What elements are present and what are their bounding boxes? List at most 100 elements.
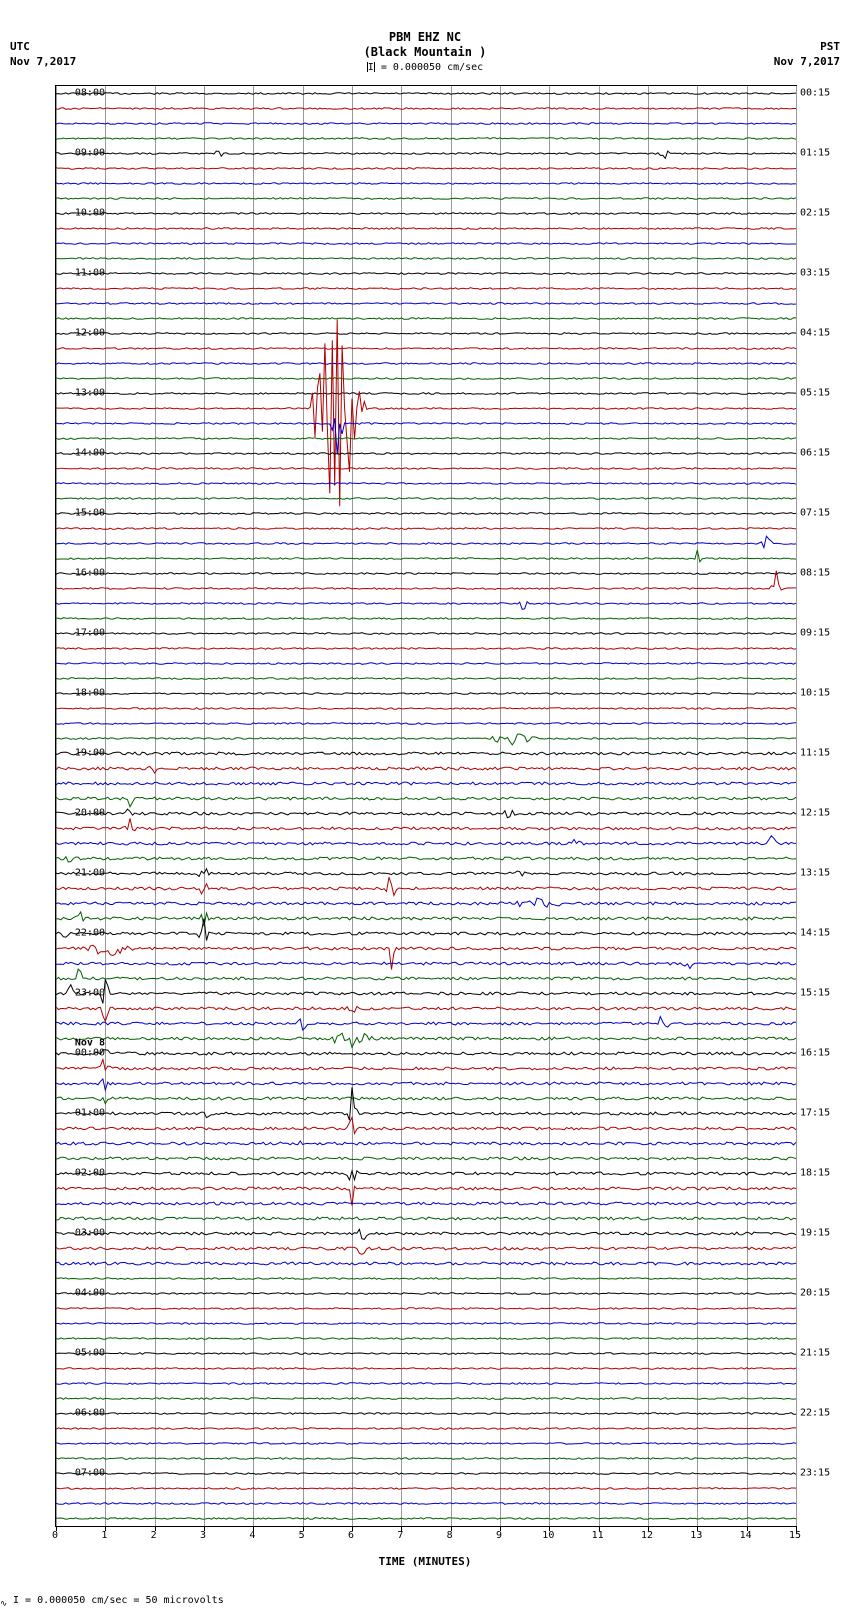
seismic-trace [56, 498, 796, 500]
seismic-trace [56, 1097, 796, 1104]
seismic-trace [56, 1473, 796, 1475]
seismic-trace [56, 453, 796, 455]
utc-time-label: 21:00 [75, 867, 105, 878]
pst-time-label: 16:15 [800, 1047, 830, 1058]
x-tick-label: 14 [740, 1530, 752, 1541]
pst-time-label: 10:15 [800, 687, 830, 698]
seismic-trace [56, 258, 796, 260]
utc-time-label: 11:00 [75, 267, 105, 278]
utc-time-label: 10:00 [75, 207, 105, 218]
pst-time-label: 08:15 [800, 567, 830, 578]
seismic-trace [56, 393, 796, 395]
utc-time-label: 19:00 [75, 747, 105, 758]
utc-time-label: 08:00 [75, 87, 105, 98]
utc-time-label: 05:00 [75, 1347, 105, 1358]
seismic-trace [56, 1007, 796, 1022]
seismic-trace [56, 918, 796, 940]
pst-time-label: 00:15 [800, 87, 830, 98]
station-code: PBM EHZ NC [0, 30, 850, 44]
utc-time-label: 00:00 [75, 1047, 105, 1058]
x-tick-label: 6 [348, 1530, 354, 1541]
seismic-trace [56, 536, 796, 547]
seismic-trace [56, 857, 796, 862]
x-tick-label: 5 [299, 1530, 305, 1541]
seismic-trace [56, 734, 796, 745]
seismic-trace [56, 213, 796, 215]
seismic-trace [56, 318, 796, 320]
grid-line [796, 86, 797, 1526]
pst-label: PST [820, 40, 840, 53]
seismic-trace [56, 550, 796, 562]
utc-time-label: 04:00 [75, 1287, 105, 1298]
seismic-trace [56, 483, 796, 485]
seismic-trace [56, 1383, 796, 1385]
seismic-trace [56, 969, 796, 980]
seismic-trace [56, 123, 796, 125]
seismic-trace [56, 573, 796, 575]
pst-time-label: 20:15 [800, 1287, 830, 1298]
utc-time-label: 17:00 [75, 627, 105, 638]
pst-time-label: 07:15 [800, 507, 830, 518]
seismic-trace [56, 1050, 796, 1055]
seismic-trace [56, 348, 796, 350]
utc-time-label: 06:00 [75, 1407, 105, 1418]
x-tick-label: 8 [447, 1530, 453, 1541]
seismic-trace [56, 1087, 796, 1120]
seismic-trace [56, 1488, 796, 1490]
seismic-trace [56, 1186, 796, 1205]
seismic-trace [56, 912, 796, 926]
pst-time-label: 23:15 [800, 1467, 830, 1478]
x-tick-label: 7 [397, 1530, 403, 1541]
seismogram-container: PBM EHZ NC (Black Mountain ) I = 0.00005… [0, 0, 850, 1613]
pst-time-label: 12:15 [800, 807, 830, 818]
x-axis-label: TIME (MINUTES) [0, 1555, 850, 1568]
seismic-trace [56, 708, 796, 710]
utc-time-label: 20:00 [75, 807, 105, 818]
seismic-trace [56, 1338, 796, 1340]
seismic-trace [56, 513, 796, 515]
seismic-trace [56, 378, 796, 380]
seismic-trace [56, 228, 796, 230]
seismic-trace [56, 752, 796, 755]
seismic-trace [56, 303, 796, 305]
x-tick-label: 3 [200, 1530, 206, 1541]
seismic-trace [56, 363, 796, 365]
pst-time-label: 04:15 [800, 327, 830, 338]
x-tick-label: 11 [592, 1530, 604, 1541]
seismic-trace [56, 678, 796, 680]
seismic-trace [56, 1141, 796, 1145]
seismic-trace [56, 797, 796, 807]
seismic-trace [56, 1229, 796, 1239]
utc-time-label: 07:00 [75, 1467, 105, 1478]
seismic-trace [56, 1518, 796, 1520]
seismic-trace [56, 1458, 796, 1460]
seismic-trace [56, 1262, 796, 1265]
seismic-trace [56, 108, 796, 110]
x-tick-label: 4 [249, 1530, 255, 1541]
utc-time-label: 03:00 [75, 1227, 105, 1238]
utc-time-label: 01:00 [75, 1107, 105, 1118]
seismic-trace [56, 962, 796, 968]
utc-time-label: 12:00 [75, 327, 105, 338]
footer-scale: ∿ I = 0.000050 cm/sec = 50 microvolts [0, 1595, 224, 1608]
seismic-trace [56, 877, 796, 895]
seismic-trace [56, 648, 796, 650]
seismic-trace [56, 1323, 796, 1325]
seismic-trace [56, 1398, 796, 1400]
pst-time-label: 05:15 [800, 387, 830, 398]
station-name: (Black Mountain ) [0, 45, 850, 59]
seismic-trace [56, 1060, 796, 1071]
seismic-trace [56, 1278, 796, 1280]
pst-time-label: 19:15 [800, 1227, 830, 1238]
seismogram-plot [55, 85, 797, 1527]
x-tick-label: 10 [542, 1530, 554, 1541]
seismic-trace [56, 273, 796, 275]
seismic-trace [56, 198, 796, 200]
seismic-trace [56, 151, 796, 158]
pst-date: Nov 7,2017 [774, 55, 840, 68]
seismic-trace [56, 618, 796, 620]
seismic-trace [56, 1503, 796, 1505]
utc-label: UTC [10, 40, 30, 53]
seismic-trace [56, 1157, 796, 1160]
pst-time-label: 13:15 [800, 867, 830, 878]
